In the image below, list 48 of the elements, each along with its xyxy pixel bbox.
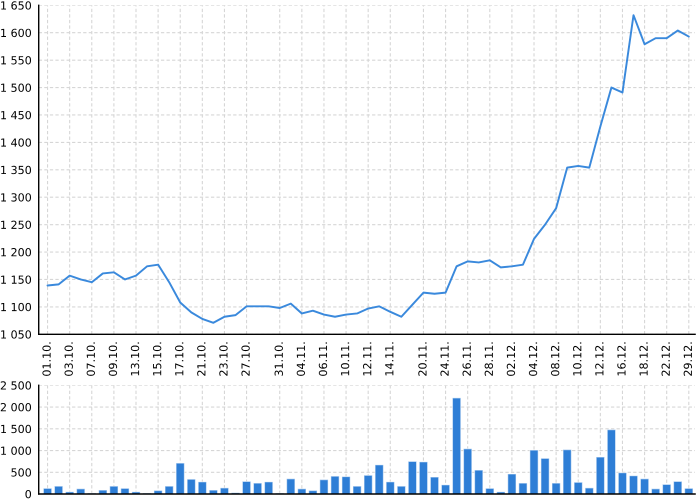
x-tick-label: 03.10.: [64, 342, 73, 376]
x-tick-label: 04.11.: [296, 342, 306, 376]
y-tick-label: 1 250: [1, 220, 32, 230]
x-tick-label: 04.12.: [528, 342, 538, 376]
x-tick-label: 15.10.: [152, 342, 162, 376]
x-tick-label: 13.10.: [130, 342, 140, 376]
x-tick-label: 12.12.: [595, 342, 604, 376]
x-tick-label: 26.11.: [462, 342, 471, 376]
x-tick-label: 14.11.: [385, 342, 394, 376]
x-tick-label: 29.12.: [684, 342, 692, 376]
x-tick-label: 17.10.: [175, 342, 184, 376]
y-tick-label: 1 650: [1, 1, 32, 10]
x-tick-label: 01.10.: [42, 342, 51, 376]
x-tick-label: 28.11.: [484, 342, 494, 376]
x-tick-label: 02.12.: [506, 342, 516, 376]
y-tick-label: 1 300: [1, 193, 32, 202]
y-tick-label: 1 400: [1, 138, 32, 147]
x-tick-label: 27.10.: [241, 342, 250, 376]
y-tick-label: 1 350: [1, 166, 32, 174]
y-tick-label: 1 550: [1, 56, 32, 65]
y-tick-label: 2 500: [0, 381, 32, 390]
x-tick-label: 12.11.: [362, 342, 372, 376]
y-tick-label: 1 450: [1, 110, 32, 120]
y-tick-label: 1 000: [1, 446, 32, 455]
y-tick-label: 2 000: [0, 403, 32, 412]
x-tick-label: 31.10.: [274, 342, 283, 376]
x-tick-label: 21.10.: [197, 342, 206, 376]
x-tick-label: 24.11.: [440, 342, 449, 376]
x-tick-label: 09.10.: [108, 342, 118, 376]
x-tick-label: 10.11.: [340, 342, 350, 376]
x-tick-label: 16.12.: [617, 342, 626, 376]
y-tick-label: 500: [11, 468, 32, 477]
x-tick-label: 10.12.: [573, 342, 582, 376]
x-tick-label: 18.12.: [639, 342, 648, 376]
y-tick-label: 1 050: [1, 330, 32, 339]
x-tick-label: 22.12.: [662, 342, 670, 376]
y-tick-label: 0: [25, 490, 32, 498]
y-tick-label: 1 600: [1, 28, 32, 38]
x-tick-label: 20.11.: [418, 342, 427, 376]
y-tick-label: 1 200: [1, 248, 32, 256]
x-tick-label: 23.10.: [219, 342, 228, 376]
x-tick-label: 07.10.: [86, 342, 95, 376]
y-tick-label: 1 150: [1, 275, 32, 284]
x-tick-label: 06.11.: [318, 342, 328, 376]
x-tick-label: 08.12.: [550, 342, 560, 376]
y-tick-label: 1 500: [1, 84, 32, 92]
y-tick-label: 1 100: [1, 302, 32, 312]
y-tick-label: 1 500: [1, 424, 32, 434]
